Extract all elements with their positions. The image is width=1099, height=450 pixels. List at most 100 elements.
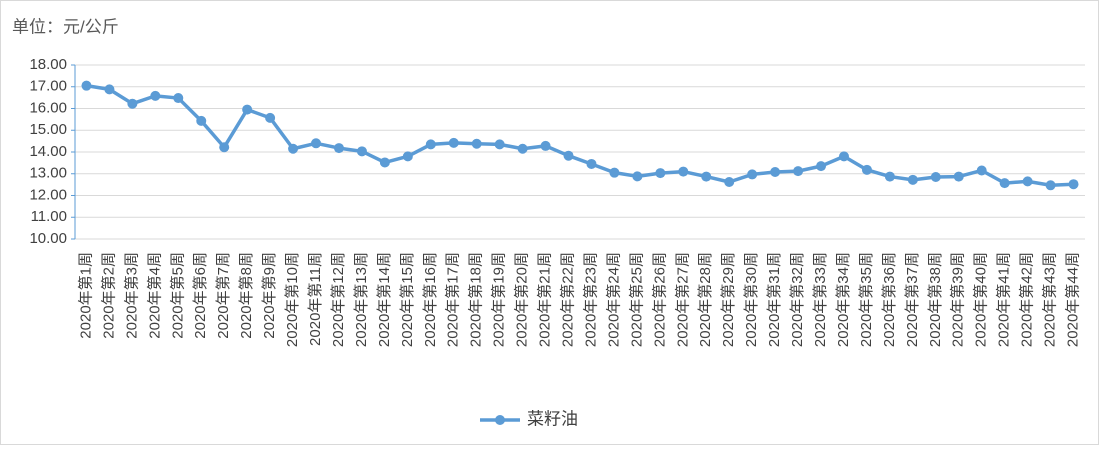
x-tick-label: 2020年第43周 xyxy=(1041,252,1059,347)
data-point xyxy=(517,143,528,154)
data-point xyxy=(402,151,413,162)
y-tick-label: 18.00 xyxy=(29,56,67,73)
data-point xyxy=(425,139,436,150)
x-tick-label: 2020年第37周 xyxy=(903,252,921,347)
data-point xyxy=(448,137,459,148)
x-tick-label: 2020年第34周 xyxy=(834,252,852,347)
data-point xyxy=(907,174,918,185)
data-point xyxy=(632,171,643,182)
x-tick-label: 2020年第39周 xyxy=(949,252,967,347)
y-tick-label: 16.00 xyxy=(29,99,67,116)
x-tick-label: 2020年第28周 xyxy=(696,252,714,347)
data-point xyxy=(724,177,735,188)
data-point xyxy=(861,164,872,175)
x-tick-label: 2020年第22周 xyxy=(558,252,576,347)
x-tick-label: 2020年第15周 xyxy=(398,252,416,347)
x-tick-label: 2020年第27周 xyxy=(673,252,691,347)
data-point xyxy=(379,157,390,168)
x-tick-label: 2020年第12周 xyxy=(329,252,347,347)
data-point xyxy=(494,139,505,150)
x-tick-label: 2020年第4周 xyxy=(145,252,163,339)
x-tick-label: 2020年第21周 xyxy=(536,252,554,347)
x-tick-label: 2020年第14周 xyxy=(375,252,393,347)
data-point xyxy=(81,80,92,91)
data-point xyxy=(219,142,230,153)
data-point xyxy=(540,140,551,151)
x-tick-label: 2020年第8周 xyxy=(237,252,255,339)
legend-marker xyxy=(495,415,505,425)
x-tick-label: 2020年第3周 xyxy=(122,252,140,339)
data-point xyxy=(655,168,666,179)
data-point xyxy=(104,84,115,95)
data-point xyxy=(586,158,597,169)
data-point xyxy=(1068,179,1079,190)
x-tick-label: 2020年第9周 xyxy=(260,252,278,339)
data-point xyxy=(678,166,689,177)
data-point xyxy=(150,90,161,101)
x-tick-label: 2020年第36周 xyxy=(880,252,898,347)
data-point xyxy=(311,138,322,149)
data-point xyxy=(356,146,367,157)
data-point xyxy=(563,150,574,161)
x-tick-label: 2020年第38周 xyxy=(926,252,944,347)
x-tick-label: 2020年第7周 xyxy=(214,252,232,339)
x-tick-label: 2020年第1周 xyxy=(76,252,94,339)
x-tick-label: 2020年第16周 xyxy=(421,252,439,347)
x-tick-label: 2020年第20周 xyxy=(513,252,531,347)
x-tick-label: 2020年第26周 xyxy=(650,252,668,347)
data-point xyxy=(1022,176,1033,187)
data-point xyxy=(288,143,299,154)
data-point xyxy=(1045,180,1056,191)
x-tick-label: 2020年第11周 xyxy=(306,252,324,346)
y-axis-label: 单位：元/公斤 xyxy=(12,17,119,36)
x-tick-label: 2020年第17周 xyxy=(444,252,462,347)
data-point xyxy=(196,115,207,126)
x-tick-label: 2020年第44周 xyxy=(1063,252,1081,347)
data-point xyxy=(838,151,849,162)
x-tick-label: 2020年第30周 xyxy=(742,252,760,347)
data-point xyxy=(701,171,712,182)
data-point xyxy=(930,172,941,183)
x-tick-label: 2020年第6周 xyxy=(191,252,209,339)
y-tick-label: 14.00 xyxy=(29,143,67,160)
data-point xyxy=(953,171,964,182)
data-point xyxy=(333,143,344,154)
data-point xyxy=(793,166,804,177)
x-tick-label: 2020年第2周 xyxy=(99,252,117,339)
x-tick-label: 2020年第10周 xyxy=(283,252,301,347)
y-tick-label: 15.00 xyxy=(29,121,67,138)
data-point xyxy=(127,98,138,109)
y-tick-label: 13.00 xyxy=(29,165,67,182)
x-tick-label: 2020年第13周 xyxy=(352,252,370,347)
data-point xyxy=(471,138,482,149)
x-tick-label: 2020年第31周 xyxy=(765,252,783,347)
data-point xyxy=(747,169,758,180)
data-point xyxy=(976,165,987,176)
x-tick-label: 2020年第32周 xyxy=(788,252,806,347)
y-tick-label: 10.00 xyxy=(29,230,67,247)
data-point xyxy=(884,171,895,182)
x-tick-label: 2020年第18周 xyxy=(467,252,485,347)
y-tick-label: 11.00 xyxy=(31,208,67,225)
x-tick-label: 2020年第35周 xyxy=(857,252,875,347)
y-tick-label: 17.00 xyxy=(29,78,67,95)
data-point xyxy=(999,178,1010,189)
x-tick-label: 2020年第40周 xyxy=(972,252,990,347)
y-tick-label: 12.00 xyxy=(29,186,67,203)
data-point xyxy=(770,167,781,178)
data-point xyxy=(173,93,184,104)
x-tick-label: 2020年第33周 xyxy=(811,252,829,347)
x-tick-label: 2020年第5周 xyxy=(168,252,186,339)
data-point xyxy=(816,161,827,172)
x-tick-label: 2020年第29周 xyxy=(719,252,737,347)
x-tick-label: 2020年第42周 xyxy=(1018,252,1036,347)
x-tick-label: 2020年第25周 xyxy=(627,252,645,347)
data-point xyxy=(242,104,253,115)
x-tick-label: 2020年第24周 xyxy=(604,252,622,347)
x-tick-label: 2020年第41周 xyxy=(995,252,1013,347)
data-point xyxy=(265,112,276,123)
data-point xyxy=(609,167,620,178)
x-tick-label: 2020年第23周 xyxy=(581,252,599,347)
